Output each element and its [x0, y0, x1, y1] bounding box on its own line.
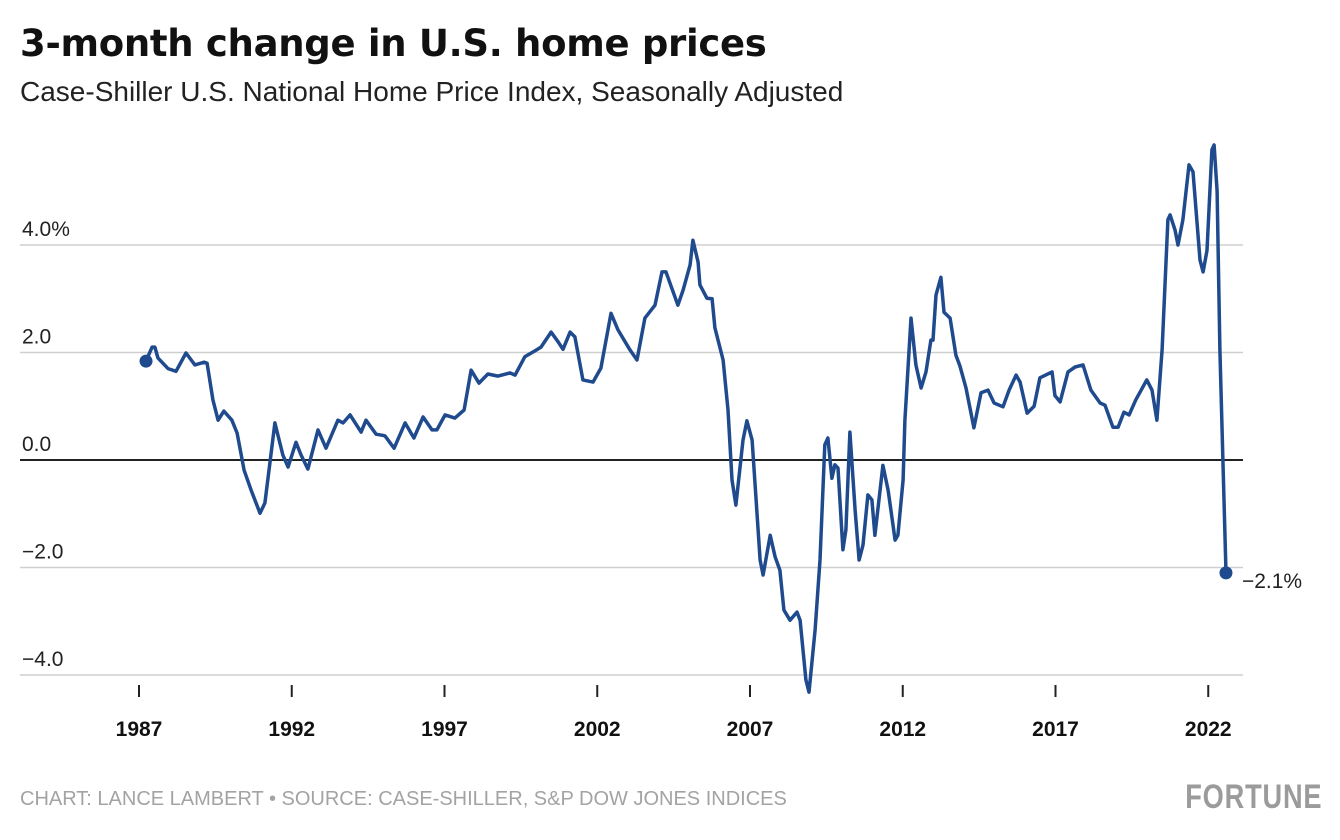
x-tick-label: 1992: [268, 718, 315, 741]
y-tick-label: 4.0%: [22, 218, 70, 241]
start-point-marker: [139, 354, 153, 368]
x-tick-label: 1997: [421, 718, 468, 741]
fortune-logo: FORTUNE: [1184, 778, 1322, 816]
x-tick-label: 1987: [116, 718, 163, 741]
x-tick-label: 2022: [1185, 718, 1232, 741]
gridlines: [20, 244, 1243, 676]
x-tick-label: 2017: [1032, 718, 1079, 741]
y-tick-label: −4.0: [22, 648, 63, 671]
y-tick-label: −2.0: [22, 541, 63, 564]
series-line: [144, 143, 1228, 694]
y-tick-label: 0.0: [22, 433, 51, 456]
end-value-label: −2.1%: [1242, 570, 1302, 593]
x-tick-label: 2002: [574, 718, 621, 741]
y-tick-label: 2.0: [22, 326, 51, 349]
end-point-marker: [1219, 566, 1233, 580]
x-axis-ticks: 1987 1992 1997 2002 2007 2012 2017 2022: [116, 685, 1232, 741]
y-axis-ticks: 4.0% 2.0 0.0 −2.0 −4.0: [22, 218, 70, 671]
x-tick-label: 2007: [727, 718, 774, 741]
chart-subtitle: Case-Shiller U.S. National Home Price In…: [20, 76, 844, 107]
source-credit: CHART: LANCE LAMBERT • SOURCE: CASE-SHIL…: [20, 788, 787, 810]
x-tick-label: 2012: [879, 718, 926, 741]
chart-title: 3-month change in U.S. home prices: [20, 22, 767, 65]
